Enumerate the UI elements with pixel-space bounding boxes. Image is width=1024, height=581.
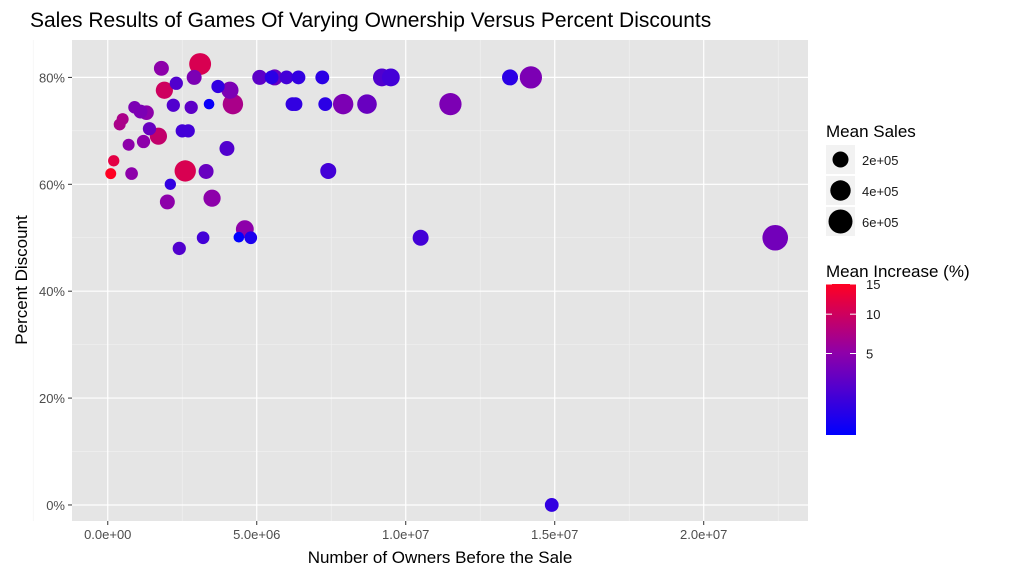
data-point	[198, 163, 214, 179]
x-tick-label: 0.0e+00	[84, 527, 131, 542]
data-point	[222, 93, 244, 115]
y-tick-label: 40%	[39, 284, 65, 299]
data-point	[381, 68, 400, 87]
data-point	[412, 229, 429, 246]
size-legend-circle	[830, 180, 851, 201]
x-tick-label: 2.0e+07	[680, 527, 727, 542]
data-point	[252, 69, 268, 85]
data-point	[136, 134, 151, 149]
y-tick-label: 0%	[46, 498, 65, 513]
color-legend-title: Mean Increase (%)	[826, 262, 970, 281]
data-point	[219, 141, 235, 156]
x-axis-title: Number of Owners Before the Sale	[308, 548, 573, 567]
y-tick-label: 20%	[39, 391, 65, 406]
data-point	[233, 231, 245, 243]
data-point	[128, 101, 141, 114]
colorbar-label: 10	[866, 307, 880, 322]
data-point	[318, 97, 333, 112]
data-point	[221, 81, 239, 99]
color-legend: Mean Increase (%) 5 10 15	[826, 262, 970, 435]
data-point	[116, 113, 129, 126]
y-tick-label: 80%	[39, 70, 65, 85]
colorbar-label: 15	[866, 277, 880, 292]
data-point	[357, 94, 377, 114]
x-tick-label: 5.0e+06	[233, 527, 280, 542]
y-axis-title: Percent Discount	[12, 215, 31, 345]
data-point	[519, 66, 543, 89]
size-legend-label: 2e+05	[862, 153, 899, 168]
data-point	[159, 194, 175, 210]
data-point	[174, 160, 196, 182]
data-point	[189, 53, 212, 76]
data-point	[320, 162, 337, 179]
data-point	[122, 138, 135, 151]
data-point	[203, 189, 221, 207]
data-point	[164, 178, 176, 190]
size-legend-circle	[828, 209, 853, 234]
data-point	[172, 241, 186, 256]
data-point	[203, 98, 215, 110]
data-point	[166, 98, 180, 112]
data-point	[439, 92, 462, 116]
size-legend-label: 4e+05	[862, 184, 899, 199]
data-point	[142, 122, 157, 136]
data-point	[153, 60, 169, 76]
x-tick-label: 1.5e+07	[531, 527, 578, 542]
data-point	[315, 70, 330, 85]
data-point	[105, 168, 117, 180]
data-point	[108, 155, 120, 167]
data-point	[169, 76, 183, 90]
size-legend: Mean Sales 2e+05 4e+05 6e+05	[826, 122, 916, 236]
data-point	[288, 97, 303, 112]
size-legend-circle	[832, 151, 849, 168]
data-point	[211, 79, 225, 94]
data-point	[279, 70, 294, 85]
x-tick-label: 1.0e+07	[382, 527, 429, 542]
data-point	[544, 498, 559, 512]
data-point	[125, 167, 138, 180]
y-tick-label: 60%	[39, 177, 65, 192]
data-point	[291, 70, 306, 85]
data-point	[502, 69, 519, 86]
data-point	[762, 224, 789, 251]
size-legend-label: 6e+05	[862, 215, 899, 230]
colorbar	[826, 284, 856, 435]
data-point	[181, 124, 195, 138]
data-point	[264, 70, 279, 85]
data-point	[196, 231, 210, 245]
data-point	[332, 93, 354, 115]
data-point	[184, 100, 198, 114]
plot-panel	[72, 40, 808, 521]
data-point	[155, 81, 173, 99]
data-point	[244, 231, 258, 245]
colorbar-label: 5	[866, 346, 873, 361]
data-point	[186, 69, 202, 85]
chart-title: Sales Results of Games Of Varying Owners…	[30, 9, 711, 32]
size-legend-title: Mean Sales	[826, 122, 916, 141]
